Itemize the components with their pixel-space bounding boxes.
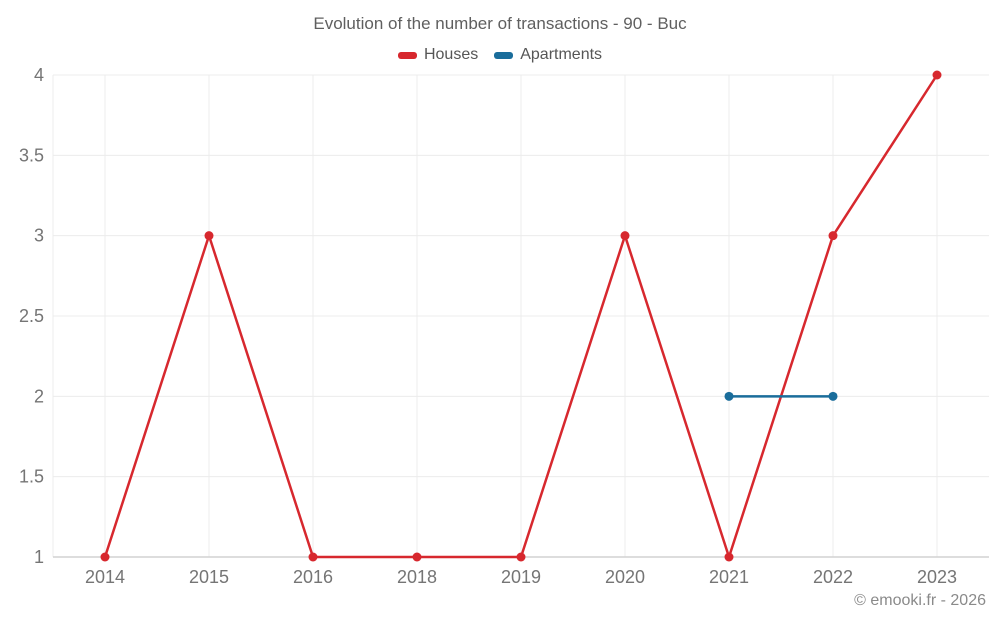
legend-item-apartments[interactable]: Apartments [494,46,602,64]
x-tick-label: 2021 [709,567,749,587]
houses-data-point[interactable] [828,231,838,241]
chart-title: Evolution of the number of transactions … [313,14,687,33]
houses-data-point[interactable] [516,552,526,562]
y-tick-label: 1.5 [19,467,44,487]
houses-swatch-icon [397,51,417,59]
apartments-data-point[interactable] [724,391,734,401]
houses-data-point[interactable] [412,552,422,562]
houses-data-point[interactable] [932,70,942,80]
houses-data-point[interactable] [724,552,734,562]
y-tick-label: 3.5 [19,145,44,165]
x-tick-label: 2016 [293,567,333,587]
houses-data-point[interactable] [308,552,318,562]
x-tick-label: 2015 [189,567,229,587]
x-tick-label: 2023 [917,567,957,587]
y-tick-label: 3 [34,226,44,246]
copyright-footer: © emooki.fr - 2026 [854,592,986,609]
x-tick-label: 2019 [501,567,541,587]
y-tick-label: 4 [34,65,44,85]
legend-label-houses: Houses [423,46,479,63]
y-tick-label: 2 [34,386,44,406]
houses-data-point[interactable] [100,552,110,562]
apartments-data-point[interactable] [828,391,838,401]
y-tick-label: 2.5 [19,306,44,326]
x-tick-label: 2020 [605,567,645,587]
legend-label-apartments: Apartments [520,46,603,63]
houses-data-point[interactable] [620,231,630,241]
legend-item-houses[interactable]: Houses [397,46,479,64]
x-tick-label: 2018 [397,567,437,587]
x-tick-label: 2014 [85,567,125,587]
x-tick-label: 2022 [813,567,853,587]
y-tick-label: 1 [34,547,44,567]
chart-legend: Houses Apartments [0,46,1000,64]
apartments-swatch-icon [494,51,514,59]
houses-data-point[interactable] [204,231,214,241]
